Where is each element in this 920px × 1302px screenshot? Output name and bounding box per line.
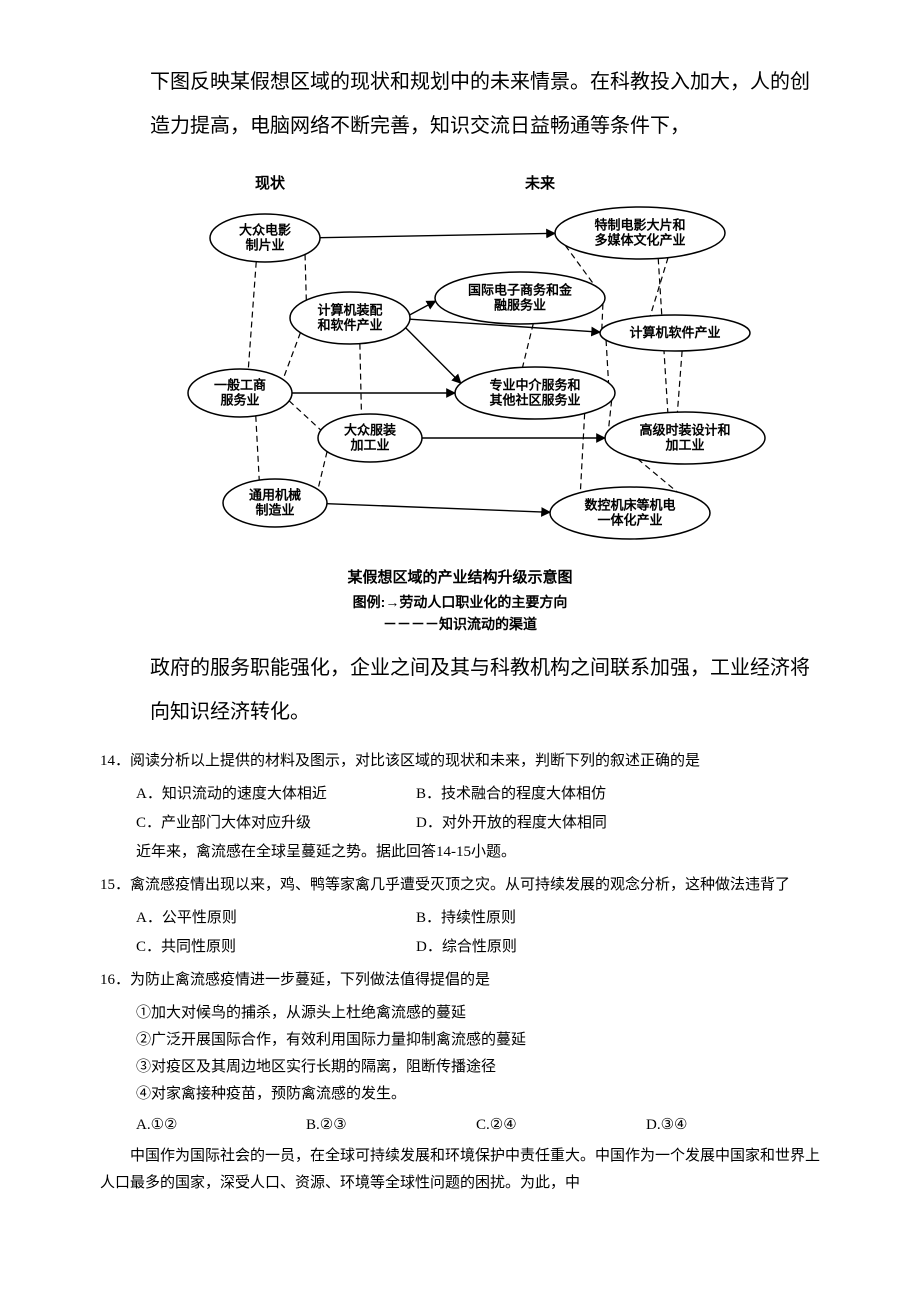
svg-text:服务业: 服务业 (220, 393, 259, 408)
q15-option-c: C．共同性原则 (136, 934, 376, 961)
svg-text:数控机床等机电: 数控机床等机电 (584, 498, 675, 513)
q15-stem: 禽流感疫情出现以来，鸡、鸭等家禽几乎遭受灭顶之灾。从可持续发展的观念分析，这种做… (130, 877, 790, 893)
svg-text:专业中介服务和: 专业中介服务和 (489, 378, 580, 393)
q15-options: A．公平性原则 B．持续性原则 C．共同性原则 D．综合性原则 (136, 905, 820, 961)
q16-option-b: B.②③ (306, 1112, 436, 1139)
diagram-legend-2: －－－－知识流动的渠道 (100, 613, 820, 635)
question-14: 14．阅读分析以上提供的材料及图示，对比该区域的现状和未来，判断下列的叙述正确的… (100, 748, 820, 775)
intro-paragraph: 下图反映某假想区域的现状和规划中的未来情景。在科教投入加大，人的创造力提高，电脑… (150, 60, 820, 148)
q14-option-d: D．对外开放的程度大体相同 (416, 810, 656, 837)
svg-text:制造业: 制造业 (255, 503, 294, 518)
svg-text:大众电影: 大众电影 (239, 223, 291, 238)
svg-text:计算机装配: 计算机装配 (317, 303, 382, 318)
svg-text:未来: 未来 (524, 174, 556, 192)
diagram-caption: 某假想区域的产业结构升级示意图 (100, 564, 820, 591)
svg-text:加工业: 加工业 (349, 438, 389, 453)
q16-stem: 为防止禽流感疫情进一步蔓延，下列做法值得提倡的是 (130, 972, 490, 988)
question-15: 15．禽流感疫情出现以来，鸡、鸭等家禽几乎遭受灭顶之灾。从可持续发展的观念分析，… (100, 872, 820, 899)
q14-stem: 阅读分析以上提供的材料及图示，对比该区域的现状和未来，判断下列的叙述正确的是 (130, 753, 700, 769)
svg-text:通用机械: 通用机械 (249, 488, 301, 503)
q15-option-d: D．综合性原则 (416, 934, 656, 961)
q15-number: 15． (100, 877, 130, 893)
q16-s2: ②广泛开展国际合作，有效利用国际力量抑制禽流感的蔓延 (136, 1027, 820, 1054)
svg-text:加工业: 加工业 (664, 438, 704, 453)
q16-s3: ③对疫区及其周边地区实行长期的隔离，阻断传播途径 (136, 1054, 820, 1081)
q16-s4: ④对家禽接种疫苗，预防禽流感的发生。 (136, 1081, 820, 1108)
q16-number: 16． (100, 972, 130, 988)
diagram-container: 大众电影制片业计算机装配和软件产业一般工商服务业大众服装加工业通用机械制造业特制… (140, 158, 780, 558)
tail-paragraph: 中国作为国际社会的一员，在全球可持续发展和环境保护中责任重大。中国作为一个发展中… (100, 1143, 820, 1197)
q15-option-a: A．公平性原则 (136, 905, 376, 932)
industry-diagram: 大众电影制片业计算机装配和软件产业一般工商服务业大众服装加工业通用机械制造业特制… (140, 158, 780, 558)
svg-text:制片业: 制片业 (245, 238, 284, 253)
q14-number: 14． (100, 753, 130, 769)
svg-text:国际电子商务和金: 国际电子商务和金 (468, 283, 573, 298)
q16-s1: ①加大对候鸟的捕杀，从源头上杜绝禽流感的蔓延 (136, 1000, 820, 1027)
svg-text:一般工商: 一般工商 (214, 378, 266, 393)
svg-text:计算机软件产业: 计算机软件产业 (629, 325, 720, 340)
q14-note: 近年来，禽流感在全球呈蔓延之势。据此回答14-15小题。 (136, 839, 820, 866)
svg-text:高级时装设计和: 高级时装设计和 (639, 423, 730, 438)
svg-text:和软件产业: 和软件产业 (317, 318, 382, 333)
q16-option-a: A.①② (136, 1112, 266, 1139)
q14-option-a: A．知识流动的速度大体相近 (136, 781, 376, 808)
q14-options: A．知识流动的速度大体相近 B．技术融合的程度大体相仿 C．产业部门大体对应升级… (136, 781, 820, 837)
svg-text:融服务业: 融服务业 (494, 298, 546, 313)
q16-option-d: D.③④ (646, 1112, 776, 1139)
after-diagram-paragraph: 政府的服务职能强化，企业之间及其与科教机构之间联系加强，工业经济将向知识经济转化… (150, 646, 820, 734)
q16-option-c: C.②④ (476, 1112, 606, 1139)
svg-text:大众服装: 大众服装 (344, 423, 396, 438)
svg-text:一体化产业: 一体化产业 (597, 513, 662, 528)
question-16: 16．为防止禽流感疫情进一步蔓延，下列做法值得提倡的是 (100, 967, 820, 994)
svg-text:特制电影大片和: 特制电影大片和 (594, 218, 685, 233)
svg-text:其他社区服务业: 其他社区服务业 (489, 393, 580, 408)
diagram-legend-1: 图例:→劳动人口职业化的主要方向 (100, 591, 820, 613)
svg-text:现状: 现状 (255, 174, 286, 192)
q14-option-c: C．产业部门大体对应升级 (136, 810, 376, 837)
q14-option-b: B．技术融合的程度大体相仿 (416, 781, 656, 808)
q16-statements: ①加大对候鸟的捕杀，从源头上杜绝禽流感的蔓延 ②广泛开展国际合作，有效利用国际力… (136, 1000, 820, 1139)
svg-text:多媒体文化产业: 多媒体文化产业 (594, 233, 685, 248)
q15-option-b: B．持续性原则 (416, 905, 656, 932)
